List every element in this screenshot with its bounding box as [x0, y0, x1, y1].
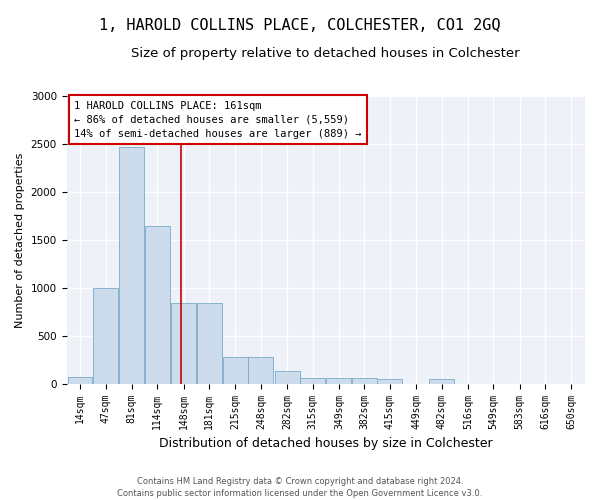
Bar: [377, 379, 403, 384]
Bar: [68, 376, 92, 384]
Bar: [429, 379, 454, 384]
Bar: [171, 303, 196, 384]
X-axis label: Distribution of detached houses by size in Colchester: Distribution of detached houses by size …: [159, 437, 493, 450]
Bar: [326, 378, 352, 384]
Bar: [300, 378, 325, 384]
Bar: [197, 303, 221, 384]
Text: Contains HM Land Registry data © Crown copyright and database right 2024.
Contai: Contains HM Land Registry data © Crown c…: [118, 476, 482, 498]
Bar: [248, 357, 273, 384]
Bar: [223, 357, 248, 384]
Bar: [119, 147, 144, 384]
Bar: [352, 378, 377, 384]
Text: 1 HAROLD COLLINS PLACE: 161sqm
← 86% of detached houses are smaller (5,559)
14% : 1 HAROLD COLLINS PLACE: 161sqm ← 86% of …: [74, 100, 362, 138]
Text: 1, HAROLD COLLINS PLACE, COLCHESTER, CO1 2GQ: 1, HAROLD COLLINS PLACE, COLCHESTER, CO1…: [99, 18, 501, 32]
Bar: [275, 371, 299, 384]
Bar: [93, 288, 118, 384]
Y-axis label: Number of detached properties: Number of detached properties: [15, 152, 25, 328]
Bar: [145, 226, 170, 384]
Title: Size of property relative to detached houses in Colchester: Size of property relative to detached ho…: [131, 48, 520, 60]
